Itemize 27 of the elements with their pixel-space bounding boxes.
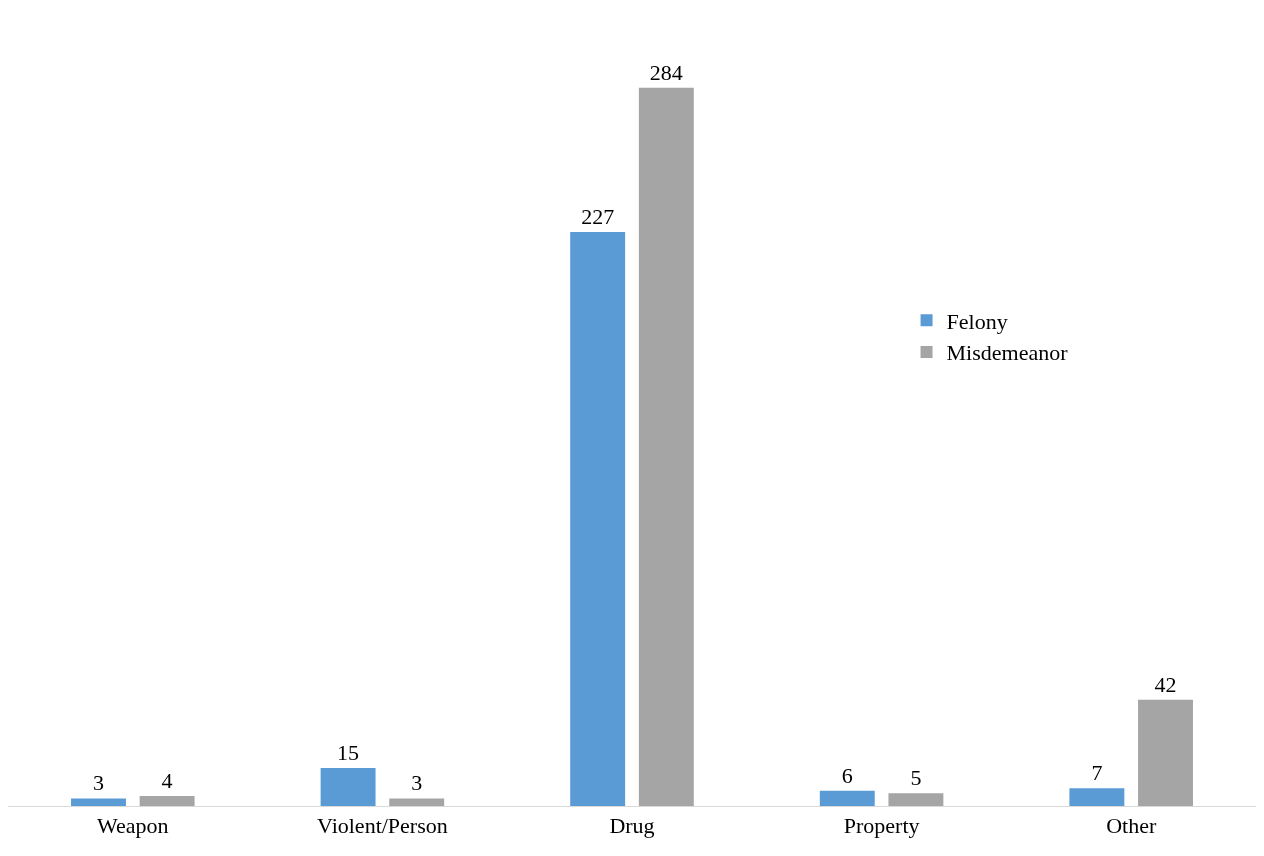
bar	[819, 790, 875, 806]
data-label: 42	[1154, 671, 1177, 697]
legend-label: Misdemeanor	[946, 340, 1069, 366]
data-label: 227	[581, 203, 615, 229]
bar	[320, 768, 376, 806]
x-tick-label: Property	[843, 813, 920, 839]
data-label: 5	[910, 765, 922, 791]
x-tick-label: Weapon	[97, 813, 169, 839]
bar	[139, 795, 195, 806]
data-label: 3	[411, 770, 423, 796]
bar	[389, 798, 445, 806]
bar	[638, 87, 694, 806]
bar	[888, 793, 944, 806]
data-label: 284	[649, 59, 683, 85]
data-label: 3	[92, 770, 104, 796]
bar	[570, 231, 626, 806]
data-label: 6	[841, 762, 853, 788]
data-label: 7	[1091, 760, 1103, 786]
x-tick-label: Other	[1106, 813, 1157, 839]
x-tick-label: Drug	[609, 813, 655, 839]
data-label: 4	[161, 767, 173, 793]
data-label: 15	[337, 740, 360, 766]
legend-label: Felony	[946, 308, 1008, 334]
bar	[1069, 788, 1125, 806]
bar	[71, 798, 126, 806]
x-tick-label: Violent/Person	[317, 813, 448, 839]
bar	[1138, 699, 1193, 806]
